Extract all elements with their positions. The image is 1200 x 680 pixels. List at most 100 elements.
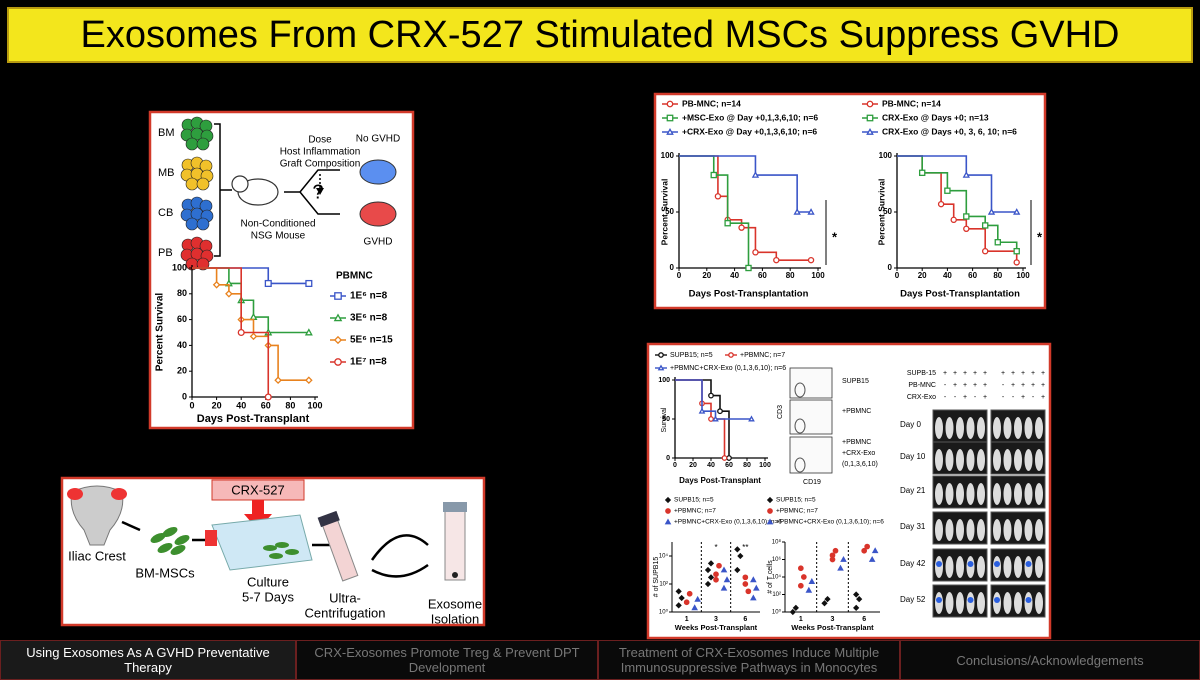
bracket: [214, 123, 232, 257]
panel: [646, 342, 1052, 640]
marker: [981, 247, 989, 255]
mouse-image: [935, 519, 943, 541]
cell: [196, 257, 210, 271]
condition-label: SUPB-15: [907, 370, 936, 377]
y-tick-label: 10²: [772, 592, 781, 598]
flow-label: SUPB15: [842, 378, 869, 385]
x-tick-label: 100: [1016, 271, 1030, 280]
legend-label: +PBMNC; n=7: [674, 508, 716, 515]
x-axis-label: Days Post-Transplantation: [689, 289, 809, 300]
legend-label: SUPB15; n=5: [670, 352, 713, 359]
section-heading: CRX-Exosomes Do not Inhibit GVL Activity: [670, 317, 1030, 338]
nav-tab[interactable]: CRX-Exosomes Promote Treg & Prevent DPT …: [296, 640, 598, 680]
y-tick-label: 10⁶: [772, 556, 782, 563]
x-tick-label: 0: [673, 462, 677, 469]
condition-sign: +: [1021, 394, 1025, 401]
mouse-image: [945, 449, 954, 471]
y-tick-label: 50: [883, 207, 892, 216]
mouse-image: [935, 417, 943, 439]
y-tick-label: 10⁴: [659, 553, 669, 560]
signal: [967, 561, 974, 567]
condition-sign: -: [1002, 382, 1005, 389]
step-label: Iliac Crest: [68, 548, 126, 563]
x-axis-label: Days Post-Transplant: [679, 476, 761, 485]
condition-sign: -: [944, 394, 947, 401]
nav-tab[interactable]: Using Exosomes As A GVHD Preventative Th…: [0, 640, 296, 680]
step-label: Ultra-: [329, 590, 361, 605]
mouse-image: [945, 519, 954, 541]
marker: [712, 415, 719, 422]
marker: [766, 518, 774, 525]
tube: [444, 509, 466, 581]
marker: [767, 508, 773, 514]
step-label: Isolation: [431, 611, 479, 626]
panel: [653, 92, 1047, 310]
legend-label: +PBMNC+CRX-Exo (0,1,3,6,10); n=6: [674, 519, 782, 526]
cell: [196, 137, 210, 151]
legend-label: CRX-Exo @ Days +0, 3, 6, 10; n=6: [882, 126, 1017, 136]
marker: [738, 224, 745, 231]
x-tick-label: 0: [895, 271, 900, 280]
flow-label: +CRX-Exo: [842, 450, 875, 457]
marker: [808, 578, 816, 584]
msc-cell: [150, 533, 166, 543]
nav-tab[interactable]: Treatment of CRX-Exosomes Induce Multipl…: [598, 640, 900, 680]
mouse-image: [935, 483, 943, 505]
flow-label: +PBMNC: [842, 439, 871, 446]
mouse-image: [1035, 519, 1043, 541]
marker: [994, 239, 1002, 246]
x-tick-label: 20: [212, 400, 222, 410]
marker: [752, 249, 759, 256]
marker: [962, 171, 970, 178]
marker: [742, 574, 749, 581]
condition-sign: +: [1041, 382, 1045, 389]
legend-label: +CRX-Exo @ Day +0,1,3,6,10; n=6: [682, 126, 817, 136]
poster: Exosomes From CRX-527 Stimulated MSCs Su…: [7, 7, 1193, 640]
mouse-image: [1024, 449, 1033, 471]
flow-cluster: [794, 418, 806, 434]
marker: [717, 408, 723, 415]
mouse-image: [1024, 417, 1033, 439]
condition-sign: +: [953, 382, 957, 389]
y-axis-label: Percent Survival: [876, 179, 886, 246]
marker: [789, 608, 796, 616]
marker: [658, 352, 664, 358]
msc-cell: [170, 545, 186, 555]
legend-label: PB-MNC; n=14: [882, 98, 941, 108]
mouse-image: [956, 483, 964, 505]
branch: [284, 169, 340, 215]
signal: [936, 597, 942, 603]
mouse-image: [1035, 417, 1043, 439]
stimulus-label: CRX-527: [231, 482, 284, 497]
marker: [750, 594, 757, 601]
x-axis-label: Days Post-Transplant: [197, 413, 310, 425]
question-mark: ?: [312, 181, 323, 203]
msc-cell: [263, 545, 277, 551]
legend-label: +PBMNC+CRX-Exo (0,1,3,6,10); n=6: [670, 365, 786, 372]
condition-sign: +: [1041, 370, 1045, 377]
condition-sign: +: [983, 370, 987, 377]
significance: *: [714, 543, 717, 552]
nav-tab[interactable]: Conclusions/Acknowledgements: [900, 640, 1200, 680]
mouse-image: [956, 556, 964, 578]
marker: [707, 574, 715, 581]
legend-label: 3E⁶ n=8: [350, 313, 388, 324]
title-bar: [7, 7, 1193, 63]
mouse-image: [1035, 592, 1043, 614]
cycle-arrow: [371, 563, 429, 578]
y-axis-label: # of SUPB15: [653, 557, 660, 598]
condition-sign: +: [1021, 370, 1025, 377]
mouse-image: [945, 417, 954, 439]
y-tick-label: 0: [888, 263, 893, 272]
marker: [829, 552, 836, 559]
mouse-image: [1024, 483, 1033, 505]
marker: [334, 358, 342, 366]
step-label: Centrifugation: [305, 605, 386, 620]
marker: [334, 292, 342, 300]
marker: [963, 225, 970, 233]
y-axis-label: Percent Survival: [659, 179, 669, 246]
marker: [721, 455, 728, 461]
flask-cap: [205, 530, 217, 546]
x-tick-label: 60: [725, 462, 733, 469]
marker: [274, 376, 282, 385]
